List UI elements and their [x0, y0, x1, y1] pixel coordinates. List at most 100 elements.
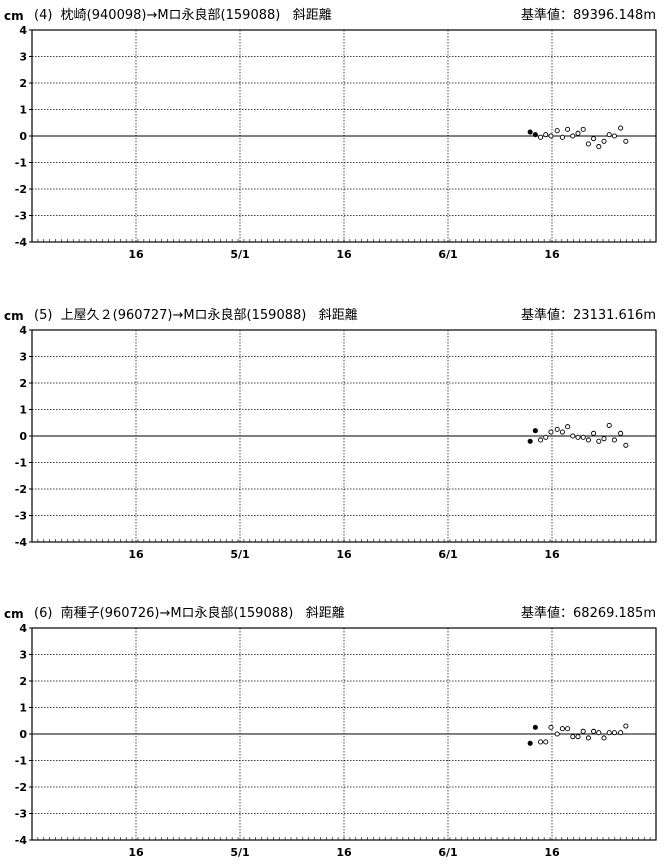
x-tick-label: 5/1 — [230, 548, 249, 561]
data-point-open — [559, 134, 565, 140]
y-tick-label: 4 — [19, 622, 27, 635]
y-tick-label: 3 — [19, 649, 27, 662]
data-point-open — [575, 130, 581, 136]
data-point-open — [601, 735, 607, 741]
data-point-open — [554, 128, 560, 134]
reference-value: 基準値：68269.185m — [521, 605, 656, 621]
y-tick-label: 1 — [19, 104, 27, 117]
data-point-open — [580, 434, 586, 440]
data-point-open — [570, 734, 576, 740]
plot-frame — [31, 29, 657, 243]
data-point-open — [591, 728, 597, 734]
data-point-open — [618, 430, 624, 436]
data-point-filled — [527, 438, 533, 444]
data-point-open — [575, 434, 581, 440]
chart-title: (6) 南種子(960726)→Mロ永良部(159088) 斜距離 — [34, 605, 345, 621]
data-point-open — [623, 138, 629, 144]
data-point-open — [543, 739, 549, 745]
y-tick-label: -3 — [15, 510, 27, 523]
chart-panel-5: cm (5) 上屋久２(960727)→Mロ永良部(159088) 斜距離 基準値：… — [4, 307, 657, 561]
chart-panel-4: cm (4) 枕崎(940098)→Mロ永良部(159088) 斜距離 基準値：89… — [4, 7, 657, 261]
data-point-open — [591, 430, 597, 436]
data-point-open — [611, 133, 617, 139]
data-point-filled — [532, 132, 538, 138]
y-tick-label: -4 — [15, 834, 28, 847]
data-point-open — [611, 730, 617, 736]
y-tick-label: -4 — [15, 536, 28, 549]
chart-title: (4) 枕崎(940098)→Mロ永良部(159088) 斜距離 — [34, 7, 332, 23]
x-tick-label: 5/1 — [230, 248, 249, 261]
data-point-open — [559, 429, 565, 435]
data-point-open — [596, 144, 602, 150]
x-tick-label: 16 — [336, 548, 352, 561]
data-point-open — [538, 739, 544, 745]
data-point-open — [611, 437, 617, 443]
y-tick-label: -4 — [15, 236, 28, 249]
y-tick-label: 0 — [19, 728, 27, 741]
y-tick-label: -2 — [15, 781, 27, 794]
data-point-open — [596, 438, 602, 444]
x-tick-label: 5/1 — [230, 846, 249, 859]
y-tick-label: 4 — [19, 324, 27, 337]
data-point-open — [591, 136, 597, 142]
data-point-open — [585, 141, 591, 147]
y-tick-label: 1 — [19, 404, 27, 417]
data-point-open — [538, 437, 544, 443]
data-point-open — [538, 134, 544, 140]
y-tick-label: 4 — [19, 24, 27, 37]
data-point-open — [585, 437, 591, 443]
data-point-open — [623, 723, 629, 729]
y-tick-label: -1 — [15, 157, 27, 170]
data-point-open — [565, 424, 571, 430]
data-point-open — [606, 730, 612, 736]
data-point-open — [548, 133, 554, 139]
y-tick-label: 2 — [19, 77, 27, 90]
y-unit-label: cm — [4, 607, 24, 621]
y-tick-label: -1 — [15, 755, 27, 768]
x-tick-label: 16 — [544, 548, 560, 561]
data-point-open — [570, 433, 576, 439]
y-tick-label: 2 — [19, 675, 27, 688]
y-tick-label: 3 — [19, 351, 27, 364]
data-point-open — [618, 125, 624, 131]
y-tick-label: -1 — [15, 457, 27, 470]
data-point-open — [543, 434, 549, 440]
data-point-open — [543, 132, 549, 138]
data-point-open — [554, 731, 560, 737]
x-tick-label: 6/1 — [438, 248, 457, 261]
data-point-filled — [527, 129, 533, 135]
y-tick-label: 3 — [19, 51, 27, 64]
x-tick-label: 6/1 — [438, 548, 457, 561]
x-tick-label: 6/1 — [438, 846, 457, 859]
data-point-open — [623, 442, 629, 448]
data-point-open — [565, 726, 571, 732]
x-tick-label: 16 — [336, 248, 352, 261]
data-point-open — [596, 730, 602, 736]
data-point-open — [559, 726, 565, 732]
y-tick-label: 0 — [19, 130, 27, 143]
x-tick-label: 16 — [128, 548, 144, 561]
data-point-open — [548, 429, 554, 435]
data-point-filled — [532, 724, 538, 730]
y-tick-label: -2 — [15, 183, 27, 196]
x-tick-label: 16 — [128, 846, 144, 859]
data-point-open — [606, 132, 612, 138]
data-point-open — [580, 126, 586, 132]
plot-frame — [31, 627, 657, 841]
data-point-open — [554, 426, 560, 432]
y-tick-label: -3 — [15, 210, 27, 223]
data-point-filled — [527, 740, 533, 746]
data-point-open — [601, 436, 607, 442]
y-tick-label: 1 — [19, 702, 27, 715]
data-point-open — [575, 734, 581, 740]
data-point-open — [565, 126, 571, 132]
plot-frame — [31, 329, 657, 543]
x-tick-label: 16 — [336, 846, 352, 859]
data-point-open — [618, 730, 624, 736]
data-point-open — [601, 138, 607, 144]
data-point-open — [570, 133, 576, 139]
x-tick-label: 16 — [128, 248, 144, 261]
y-tick-label: -3 — [15, 808, 27, 821]
data-point-open — [606, 422, 612, 428]
